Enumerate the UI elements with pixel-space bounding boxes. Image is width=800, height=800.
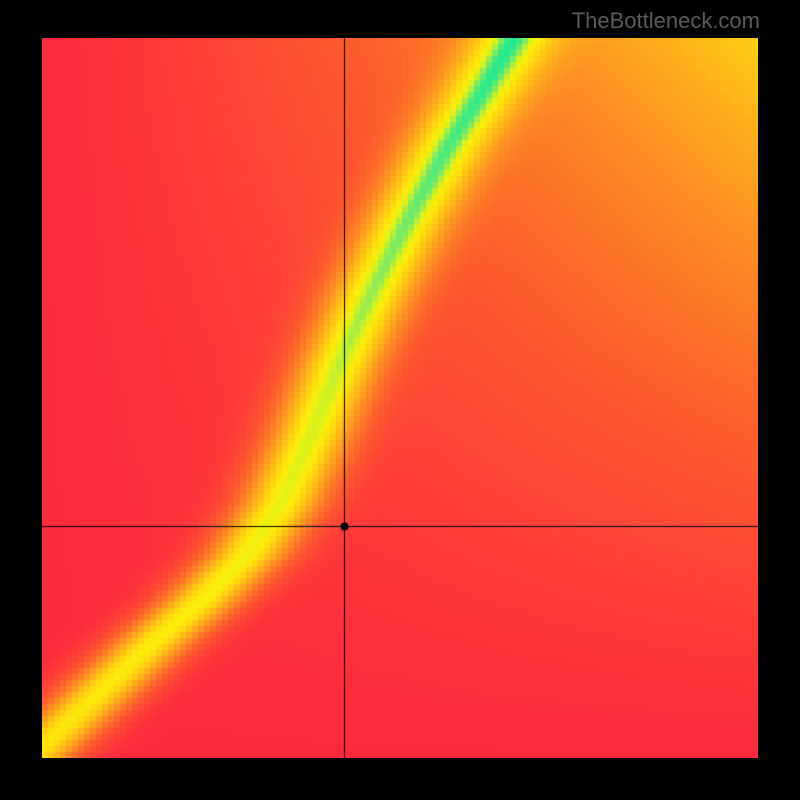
watermark-label: TheBottleneck.com <box>572 8 760 34</box>
heatmap-canvas <box>42 38 758 758</box>
chart-container: TheBottleneck.com <box>0 0 800 800</box>
